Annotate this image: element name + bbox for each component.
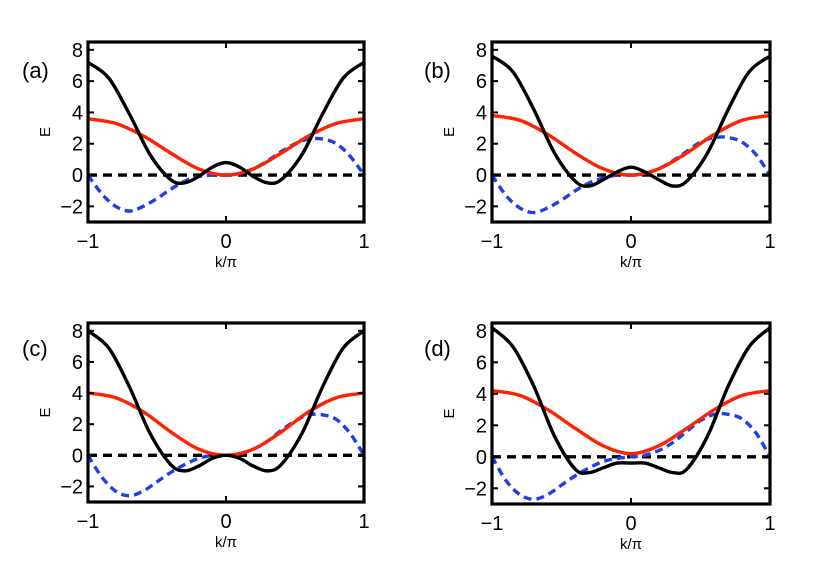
panel-label: (a) (22, 58, 49, 83)
x-tick-label: 1 (358, 231, 369, 253)
axes-frame (86, 321, 366, 504)
x-tick-label: 0 (625, 231, 636, 253)
y-tick-label: 2 (476, 134, 487, 156)
y-tick-label: 2 (72, 414, 83, 436)
x-tick-label: −1 (77, 231, 100, 253)
x-tick-label: −1 (481, 231, 504, 253)
y-tick-label: 4 (72, 383, 83, 405)
y-axis-label: E (441, 127, 458, 137)
axes-frame (86, 40, 366, 224)
y-tick-label: −2 (464, 196, 487, 218)
y-axis-label: E (37, 127, 54, 137)
y-tick-label: 8 (476, 321, 487, 343)
y-tick-label: 0 (72, 165, 83, 187)
x-tick-label: 1 (358, 511, 369, 533)
series-red (492, 113, 770, 177)
y-tick-label: 4 (476, 102, 487, 124)
y-tick-label: 6 (72, 71, 83, 93)
y-tick-label: 8 (72, 40, 83, 62)
panel-label: (b) (424, 58, 451, 83)
panel-d: −2 0 2 4 6 8 −1 0 1 k/π E (d) (424, 321, 776, 553)
x-tick-label: 0 (220, 231, 231, 253)
x-axis-label: k/π (215, 254, 237, 271)
y-tick-label: −2 (60, 476, 83, 498)
panel-label: (c) (22, 336, 48, 361)
y-tick-label: 8 (476, 40, 487, 62)
series-black (88, 60, 364, 186)
series-red (88, 391, 364, 458)
y-tick-label: 6 (476, 71, 487, 93)
x-axis-label: k/π (215, 534, 237, 551)
panel-c: −2 0 2 4 6 8 −1 0 1 k/π E (c) (22, 321, 370, 551)
series-black (88, 329, 364, 473)
y-tick-label: 2 (476, 415, 487, 437)
y-tick-label: 4 (476, 384, 487, 406)
x-tick-label: 0 (220, 511, 231, 533)
x-axis-label: k/π (620, 254, 642, 271)
panel-a: −2 0 2 4 6 8 −1 0 1 k/π E (a) (22, 40, 370, 271)
x-tick-label: −1 (481, 513, 504, 535)
y-tick-label: −2 (464, 478, 487, 500)
y-tick-label: 6 (72, 352, 83, 374)
series-black (492, 54, 770, 188)
y-tick-label: 4 (72, 102, 83, 124)
y-tick-label: 0 (476, 447, 487, 469)
x-tick-label: 1 (764, 513, 775, 535)
panel-b: −2 0 2 4 6 8 −1 0 1 k/π E (b) (424, 40, 776, 271)
series-red (88, 117, 364, 177)
y-tick-label: −2 (60, 196, 83, 218)
axes-frame (490, 40, 772, 224)
series-black (492, 326, 770, 476)
series-blue (492, 411, 770, 501)
panel-label: (d) (424, 336, 451, 361)
x-tick-label: −1 (77, 511, 100, 533)
series-red (492, 388, 770, 456)
x-tick-label: 0 (625, 513, 636, 535)
y-tick-label: 6 (476, 352, 487, 374)
y-axis-label: E (441, 408, 458, 418)
x-tick-label: 1 (764, 231, 775, 253)
series-blue (492, 135, 770, 215)
y-tick-label: 2 (72, 134, 83, 156)
x-axis-label: k/π (620, 536, 642, 553)
y-tick-label: 0 (476, 165, 487, 187)
y-axis-label: E (37, 407, 54, 417)
y-tick-label: 8 (72, 321, 83, 343)
y-tick-label: 0 (72, 445, 83, 467)
